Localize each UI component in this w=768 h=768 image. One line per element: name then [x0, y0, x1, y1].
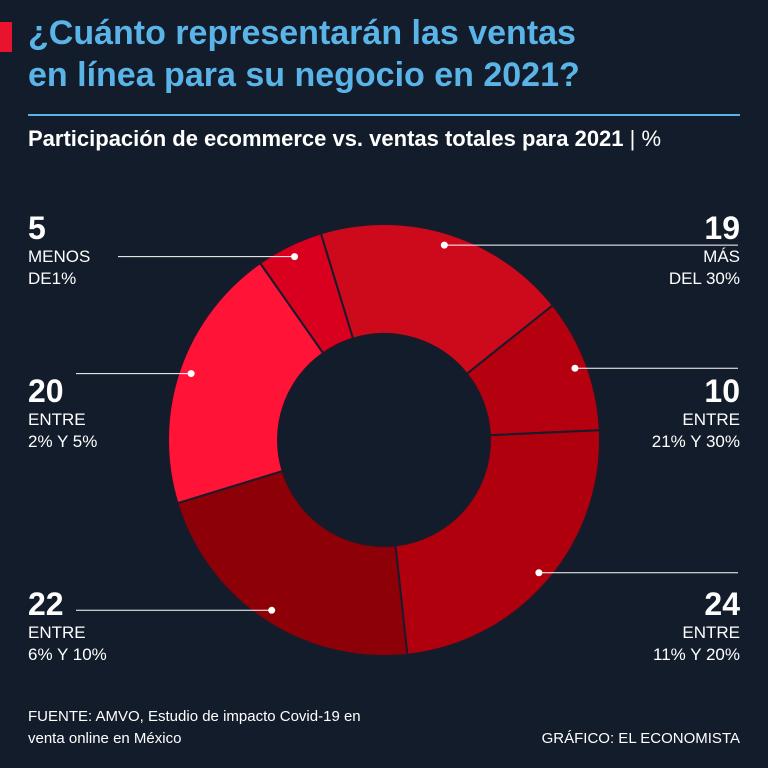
- source-note: FUENTE: AMVO, Estudio de impacto Covid-1…: [28, 708, 361, 747]
- donut-slice-menos-1: [258, 232, 355, 355]
- chart-subtitle: Participación de ecommerce vs. ventas to…: [28, 124, 748, 154]
- donut-slice-11-20: [394, 429, 601, 656]
- leader-dot-6-10: [268, 606, 276, 614]
- subtitle-unit: %: [641, 126, 662, 151]
- label-value: 10: [704, 373, 740, 409]
- leader-lines: [76, 241, 738, 614]
- label-desc: ENTRE 6% Y 10%: [28, 623, 107, 664]
- label-value: 22: [28, 586, 64, 622]
- label-desc: MENOS DE1%: [28, 247, 91, 288]
- donut-slice-6-10: [176, 469, 409, 657]
- subtitle-separator: |: [629, 126, 642, 151]
- label-value: 20: [28, 373, 64, 409]
- leader-dot-11-20: [535, 569, 543, 577]
- donut-slice-mas-30: [319, 223, 555, 376]
- accent-bar: [0, 22, 12, 52]
- label-desc: ENTRE 21% Y 30%: [651, 410, 740, 451]
- label-2-5: 20 ENTRE 2% Y 5%: [28, 373, 188, 453]
- label-menos-1: 5 MENOS DE1%: [28, 210, 188, 290]
- label-desc: ENTRE 2% Y 5%: [28, 410, 98, 451]
- donut-slice-2-5: [167, 261, 325, 505]
- label-mas-30: 19 MÁS DEL 30%: [580, 210, 740, 290]
- donut-slices: [167, 223, 601, 657]
- label-value: 5: [28, 210, 46, 246]
- leader-dot-2-5: [187, 370, 195, 378]
- label-value: 19: [704, 210, 740, 246]
- page-title: ¿Cuánto representarán las ventas en líne…: [28, 14, 580, 94]
- label-desc: MÁS DEL 30%: [668, 247, 740, 288]
- label-desc: ENTRE 11% Y 20%: [653, 623, 740, 664]
- label-6-10: 22 ENTRE 6% Y 10%: [28, 586, 188, 666]
- label-21-30: 10 ENTRE 21% Y 30%: [580, 373, 740, 453]
- subtitle-text: Participación de ecommerce vs. ventas to…: [28, 126, 624, 151]
- label-value: 24: [704, 586, 740, 622]
- credit-note: GRÁFICO: EL ECONOMISTA: [541, 730, 740, 747]
- donut-hole: [279, 335, 489, 545]
- title-divider: [28, 114, 740, 116]
- label-11-20: 24 ENTRE 11% Y 20%: [580, 586, 740, 666]
- leader-dot-menos-1: [291, 253, 299, 261]
- leader-dot-mas-30: [440, 241, 448, 249]
- leader-dot-21-30: [571, 364, 579, 372]
